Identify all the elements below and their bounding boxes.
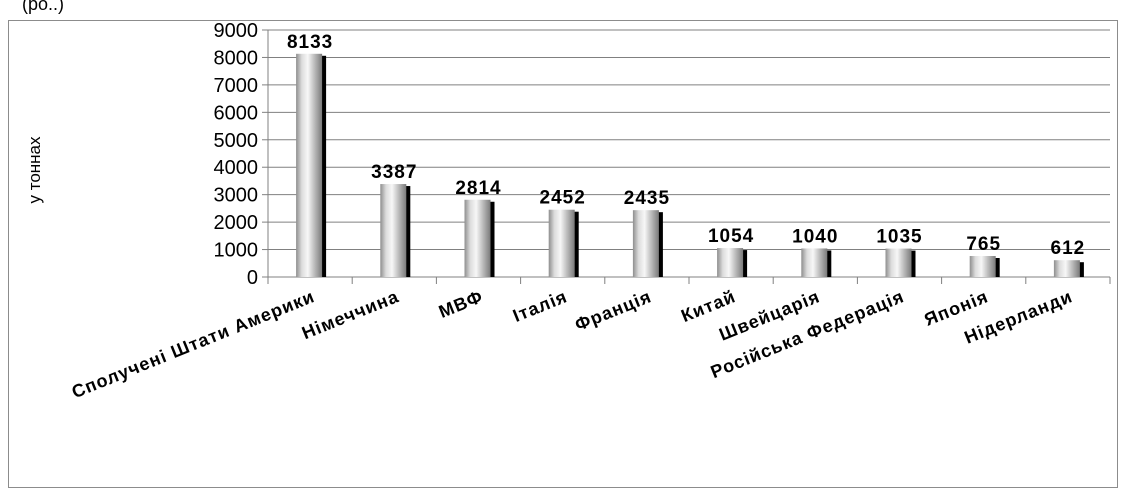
bar-shadow <box>909 250 916 277</box>
value-label: 2435 <box>624 188 670 209</box>
y-tick-label: 9000 <box>214 20 259 42</box>
bars <box>296 53 1084 277</box>
bar <box>717 248 744 277</box>
bar <box>801 248 828 277</box>
value-label: 2452 <box>540 188 586 209</box>
bar-shadow <box>993 258 1000 277</box>
bar-shadow <box>404 186 411 277</box>
bar-shadow <box>572 211 579 277</box>
y-tick-label: 8000 <box>214 47 259 69</box>
bar-shadow <box>488 201 495 277</box>
y-tick-label: 6000 <box>214 102 259 124</box>
bar <box>1053 260 1080 277</box>
chart-area <box>8 20 1118 488</box>
y-tick-label: 0 <box>247 267 258 289</box>
value-label: 8133 <box>287 32 333 53</box>
y-tick-label: 4000 <box>214 157 259 179</box>
bar-shadow <box>741 250 748 277</box>
category-label: Італія <box>510 286 570 326</box>
value-label: 1040 <box>792 226 838 247</box>
category-label: МВФ <box>436 286 486 322</box>
bar <box>548 209 575 277</box>
bar-shadow <box>1077 262 1084 277</box>
value-label: 765 <box>966 234 1001 255</box>
bar-shadow <box>656 212 663 277</box>
value-label: 1035 <box>876 227 922 248</box>
value-label: 3387 <box>371 162 417 183</box>
bar <box>632 210 659 277</box>
y-tick-label: 5000 <box>214 130 259 152</box>
bar-shadow <box>825 250 832 277</box>
value-label: 2814 <box>455 178 501 199</box>
category-label: Німеччина <box>299 286 402 343</box>
y-tick-label: 7000 <box>214 75 259 97</box>
y-tick-label: 2000 <box>214 212 259 234</box>
value-label: 1054 <box>708 226 754 247</box>
bar <box>380 184 407 277</box>
y-axis-title: у тоннах <box>25 136 44 204</box>
category-label: Франція <box>572 286 654 335</box>
y-tick-label: 1000 <box>214 240 259 262</box>
labels: 0 1000 2000 3000 4000 5000 6000 7000 8000 9000 813… <box>69 20 1086 402</box>
y-tick-label: 3000 <box>214 185 259 207</box>
bar <box>464 199 491 277</box>
bar-shadow <box>320 55 327 277</box>
bar <box>885 248 912 277</box>
value-label: 612 <box>1051 238 1086 259</box>
bar <box>296 53 323 277</box>
category-label: Сполучені Штати Америки <box>69 286 318 402</box>
bar <box>969 256 996 277</box>
cropped-title-fragment: (ро..) <box>22 0 65 14</box>
